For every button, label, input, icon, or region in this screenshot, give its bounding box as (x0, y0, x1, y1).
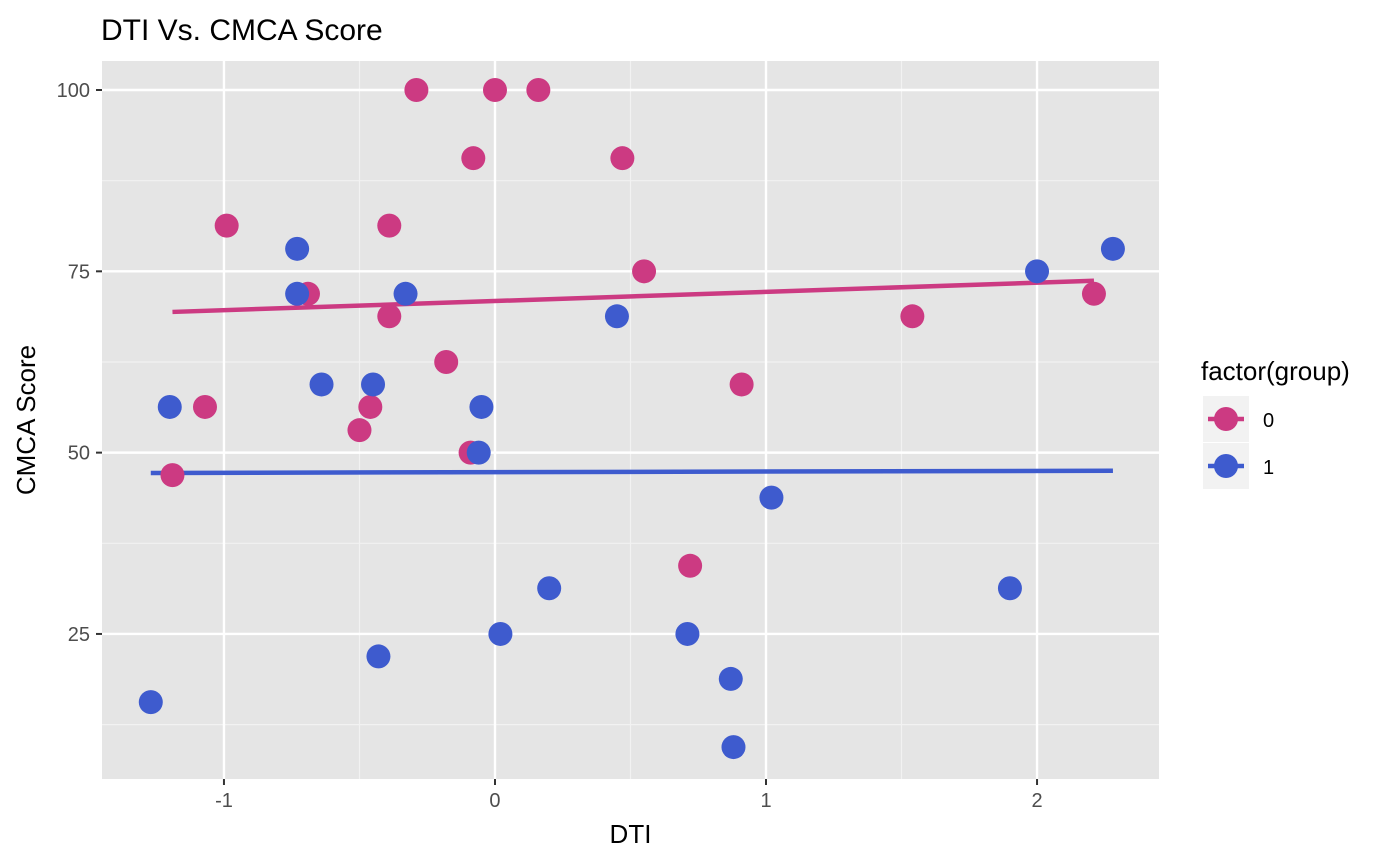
data-points (138, 78, 1125, 760)
point-group-0 (729, 372, 754, 397)
point-group-0 (1081, 281, 1106, 306)
point-group-0 (358, 394, 383, 419)
point-group-1 (393, 281, 418, 306)
point-group-0 (526, 78, 551, 103)
minor-gridlines (102, 61, 1159, 779)
point-group-0 (214, 213, 239, 238)
point-group-1 (1100, 236, 1125, 261)
tick-labels: -1 0 1 2 25 50 75 100 (57, 80, 1043, 812)
legend-entry-label: 1 (1263, 457, 1274, 479)
point-group-0 (404, 78, 429, 103)
axis-ticks (96, 89, 1039, 785)
y-tick-label: 100 (57, 80, 90, 102)
point-group-0 (434, 349, 459, 374)
x-tick-label: -1 (215, 790, 233, 812)
point-group-0 (377, 213, 402, 238)
x-tick-label: 1 (760, 790, 771, 812)
chart-title: DTI Vs. CMCA Score (101, 14, 383, 47)
point-group-0 (900, 304, 925, 329)
point-group-1 (537, 576, 562, 601)
point-group-0 (377, 304, 402, 329)
x-tick-label: 2 (1031, 790, 1042, 812)
point-group-1 (466, 440, 491, 465)
point-group-0 (192, 394, 217, 419)
fit-line-group-0 (172, 278, 1095, 315)
legend-key-marker (1214, 407, 1238, 431)
legend: factor(group) 0 1 (1201, 356, 1350, 489)
y-tick-label: 75 (68, 261, 90, 283)
x-axis-title: DTI (610, 819, 652, 849)
point-group-1 (285, 236, 310, 261)
legend-entry-label: 0 (1263, 410, 1274, 432)
major-gridlines (102, 61, 1159, 779)
y-tick-label: 25 (68, 624, 90, 646)
point-group-1 (759, 485, 784, 510)
point-group-1 (309, 372, 334, 397)
fit-line-group-1 (150, 468, 1113, 476)
point-group-1 (718, 666, 743, 691)
point-group-0 (482, 78, 507, 103)
point-group-0 (160, 463, 185, 488)
legend-title: factor(group) (1201, 356, 1350, 386)
point-group-0 (678, 553, 703, 578)
point-group-1 (285, 281, 310, 306)
y-axis-title: CMCA Score (11, 345, 41, 495)
x-tick-label: 0 (489, 790, 500, 812)
point-group-0 (632, 259, 657, 284)
point-group-1 (366, 644, 391, 669)
legend-key-marker (1214, 454, 1238, 478)
point-group-0 (347, 418, 372, 443)
point-group-1 (488, 621, 513, 646)
regression-lines (150, 278, 1113, 476)
point-group-1 (997, 576, 1022, 601)
point-group-1 (361, 372, 386, 397)
point-group-1 (157, 394, 182, 419)
point-group-1 (721, 735, 746, 760)
point-group-1 (675, 621, 700, 646)
point-group-0 (610, 146, 635, 171)
point-group-1 (604, 304, 629, 329)
point-group-1 (469, 394, 494, 419)
point-group-0 (461, 146, 486, 171)
point-group-1 (1025, 259, 1050, 284)
y-tick-label: 50 (68, 443, 90, 465)
point-group-1 (138, 690, 163, 715)
